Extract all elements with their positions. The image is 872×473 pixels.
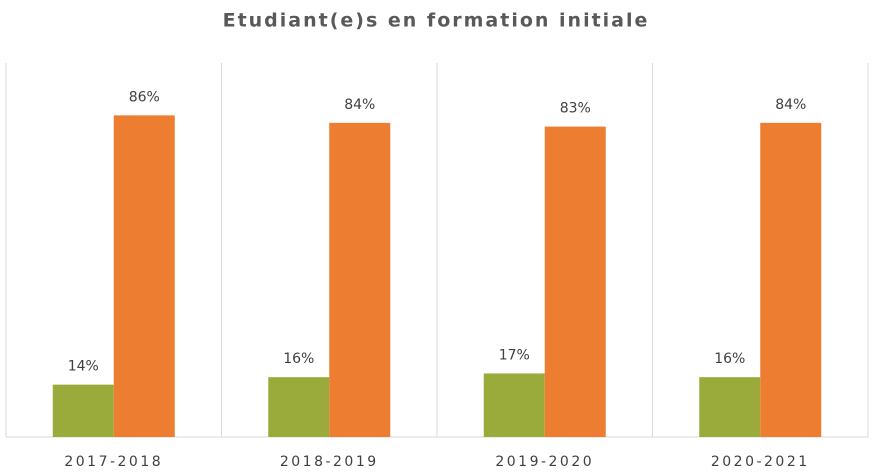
- x-tick-label: 2018-2019: [280, 454, 379, 470]
- bar: [699, 377, 761, 437]
- bar: [544, 126, 606, 437]
- x-tick-label: 2020-2021: [711, 454, 810, 470]
- chart-title: Etudiant(e)s en formation initiale: [223, 10, 650, 32]
- bar: [113, 115, 175, 438]
- value-label: 84%: [344, 97, 375, 113]
- value-label: 86%: [129, 89, 160, 105]
- bar: [329, 122, 391, 437]
- value-label: 84%: [775, 97, 806, 113]
- value-label: 17%: [499, 347, 530, 363]
- value-label: 16%: [283, 351, 314, 367]
- value-label: 83%: [560, 101, 591, 117]
- bar: [52, 384, 114, 437]
- value-label: 16%: [714, 351, 745, 367]
- bar: [483, 373, 545, 437]
- x-tick-label: 2019-2020: [495, 454, 594, 470]
- bar: [268, 377, 330, 437]
- bar: [760, 122, 822, 437]
- value-label: 14%: [68, 359, 99, 375]
- x-tick-label: 2017-2018: [64, 454, 163, 470]
